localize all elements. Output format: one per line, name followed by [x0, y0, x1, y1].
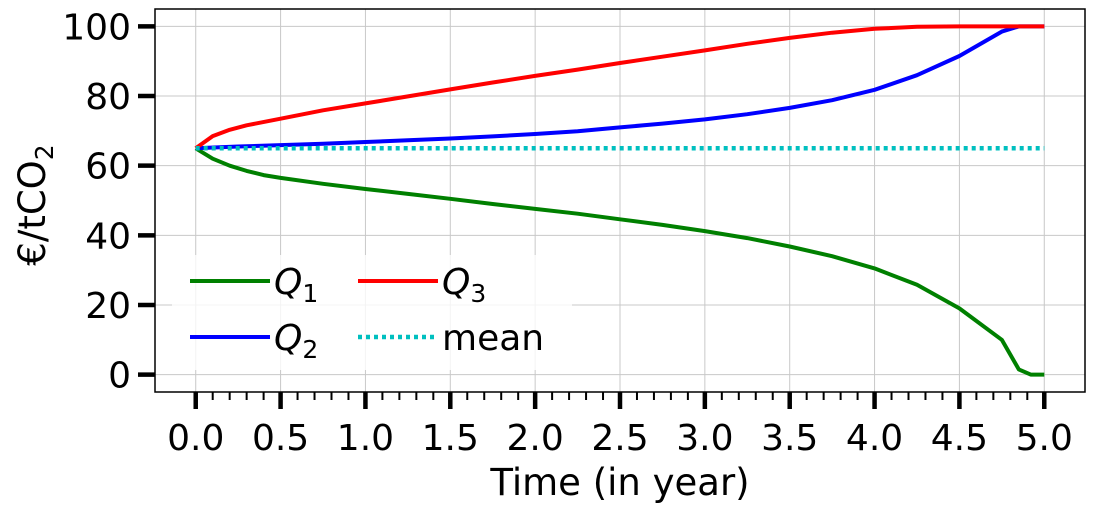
- x-tick-label: 1.0: [337, 418, 394, 459]
- y-tick-label: 0: [108, 356, 131, 397]
- grid: [155, 9, 1085, 392]
- legend-label-main: Q: [274, 262, 302, 303]
- y-tick-label: 40: [85, 216, 131, 257]
- x-tick-label: 5.0: [1016, 418, 1073, 459]
- legend-box: [172, 255, 572, 370]
- legend-label-1: Q1: [274, 262, 318, 308]
- series-group: [194, 24, 1045, 377]
- legend-label-subscript: 1: [302, 279, 318, 308]
- legend-label-subscript: 3: [470, 279, 486, 308]
- x-tick-label: 0.5: [252, 418, 309, 459]
- series-line-1: [194, 146, 1045, 377]
- x-tick-label: 2.5: [591, 418, 648, 459]
- x-tick-label: 1.5: [422, 418, 479, 459]
- legend-label-main: Q: [274, 318, 302, 359]
- x-tick-label: 2.0: [507, 418, 564, 459]
- x-tick-label: 0.0: [167, 418, 224, 459]
- y-tick-label: 60: [85, 147, 131, 188]
- legend-label-subscript: 2: [302, 335, 318, 364]
- y-tick-label: 80: [85, 77, 131, 118]
- x-tick-label: 4.0: [846, 418, 903, 459]
- y-tick-label: 100: [62, 7, 131, 48]
- y-tick-label: 20: [85, 286, 131, 327]
- y-axis-label-subscript: 2: [30, 144, 59, 160]
- y-axis: 0 20 40 60 80 100: [62, 7, 155, 397]
- y-axis-label-main: €/tCO: [11, 160, 54, 265]
- legend-label-2: Q2: [274, 318, 318, 364]
- x-axis-label: Time (in year): [489, 461, 749, 504]
- series-line-3: [194, 24, 1045, 150]
- legend-label-3: Q3: [442, 262, 486, 308]
- y-axis-label: €/tCO2: [11, 144, 59, 265]
- x-tick-label: 3.5: [761, 418, 818, 459]
- x-axis: 0.0 0.5 1.0 1.5 2.0 2.5 3.0 3.5 4.0 4.5 5.0: [167, 392, 1073, 459]
- x-tick-label: 3.0: [676, 418, 733, 459]
- legend-label-4: mean: [442, 318, 544, 359]
- x-tick-label: 4.5: [931, 418, 988, 459]
- series-line-2: [195, 24, 1045, 151]
- legend-label-main: Q: [442, 262, 470, 303]
